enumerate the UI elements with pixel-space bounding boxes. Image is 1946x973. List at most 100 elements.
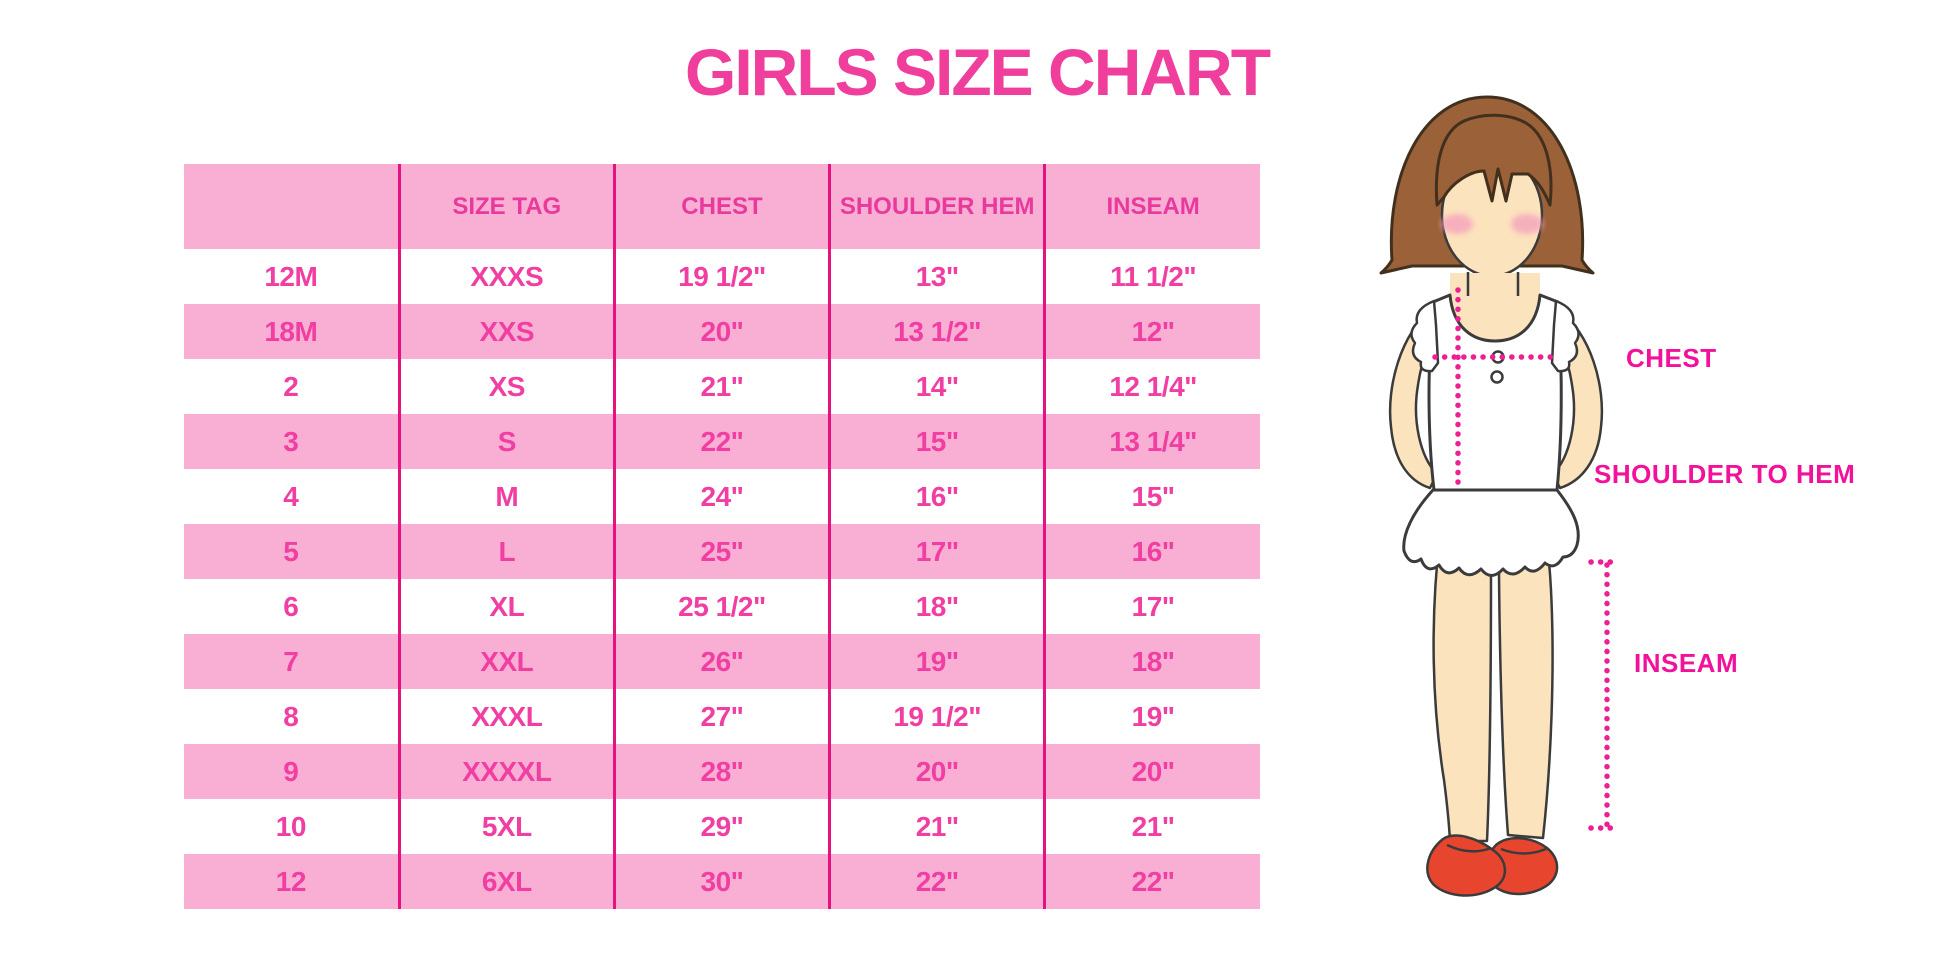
table-cell: 9 xyxy=(184,744,401,799)
table-row: 10 5XL 29" 21" 21" xyxy=(184,799,1260,854)
shoulder-to-hem-label: SHOULDER TO HEM xyxy=(1594,459,1856,489)
table-row: 9 XXXXL 28" 20" 20" xyxy=(184,744,1260,799)
table-cell: XS xyxy=(399,359,616,414)
table-cell: S xyxy=(399,414,616,469)
table-cell: 21" xyxy=(1044,799,1260,854)
table-cell: 5XL xyxy=(399,799,616,854)
table-cell: 19 1/2" xyxy=(829,689,1047,744)
table-row: 3 S 22" 15" 13 1/4" xyxy=(184,414,1260,469)
table-cell: 15" xyxy=(1044,469,1260,524)
table-cell: 19" xyxy=(1044,689,1260,744)
girl-shoulder-ruffle-right xyxy=(1550,299,1580,373)
table-cell: 17" xyxy=(829,524,1047,579)
table-cell: 3 xyxy=(184,414,401,469)
table-cell: 18" xyxy=(829,579,1047,634)
girl-blush-left xyxy=(1441,214,1473,234)
table-cell: 20" xyxy=(614,304,832,359)
table-cell: XXS xyxy=(399,304,616,359)
table-row: 2 XS 21" 14" 12 1/4" xyxy=(184,359,1260,414)
size-table-head: SIZE TAG CHEST SHOULDER HEM INSEAM xyxy=(184,164,1260,249)
column-header xyxy=(184,164,401,249)
table-cell: XXL xyxy=(399,634,616,689)
table-cell: 4 xyxy=(184,469,401,524)
table-cell: XXXL xyxy=(399,689,616,744)
girl-leg-left xyxy=(1432,533,1493,843)
column-header: CHEST xyxy=(614,164,832,249)
table-row: 4 M 24" 16" 15" xyxy=(184,469,1260,524)
table-cell: 8 xyxy=(184,689,401,744)
page-title: GIRLS SIZE CHART xyxy=(684,35,1271,109)
table-cell: 10 xyxy=(184,799,401,854)
table-cell: 18M xyxy=(184,304,401,359)
girl-shoe-left-strap xyxy=(1446,843,1492,853)
girl-neck-outline xyxy=(1466,272,1520,296)
table-cell: 21" xyxy=(614,359,832,414)
table-cell: 19 1/2" xyxy=(614,249,832,304)
girl-shirt-button-bottom xyxy=(1490,370,1504,384)
table-cell: 12 xyxy=(184,854,401,909)
girl-illustration xyxy=(1379,95,1622,897)
column-header: SIZE TAG xyxy=(399,164,616,249)
table-cell: 12" xyxy=(1044,304,1260,359)
table-row: 6 XL 25 1/2" 18" 17" xyxy=(184,579,1260,634)
table-cell: 14" xyxy=(829,359,1047,414)
table-cell: 7 xyxy=(184,634,401,689)
table-cell: 22" xyxy=(614,414,832,469)
table-row: 8 XXXL 27" 19 1/2" 19" xyxy=(184,689,1260,744)
table-cell: 19" xyxy=(829,634,1047,689)
girl-blush-right xyxy=(1511,214,1543,234)
column-header: INSEAM xyxy=(1044,164,1260,249)
table-cell: L xyxy=(399,524,616,579)
table-row: 5 L 25" 17" 16" xyxy=(184,524,1260,579)
header-row: SIZE TAG CHEST SHOULDER HEM INSEAM xyxy=(184,164,1260,249)
table-cell: 30" xyxy=(614,854,832,909)
table-row: 18M XXS 20" 13 1/2" 12" xyxy=(184,304,1260,359)
size-table: SIZE TAG CHEST SHOULDER HEM INSEAM 12M XXXS 1… xyxy=(184,164,1260,909)
table-cell: 27" xyxy=(614,689,832,744)
girl-shoe-right-strap xyxy=(1500,847,1547,855)
table-cell: 28" xyxy=(614,744,832,799)
table-cell: 17" xyxy=(1044,579,1260,634)
girl-shoulder-ruffle-left xyxy=(1410,299,1440,373)
girl-skirt xyxy=(1402,488,1580,577)
table-cell: 21" xyxy=(829,799,1047,854)
table-cell: M xyxy=(399,469,616,524)
table-cell: 6 xyxy=(184,579,401,634)
table-cell: 11 1/2" xyxy=(1044,249,1260,304)
chest-label: CHEST xyxy=(1626,343,1717,373)
table-cell: 15" xyxy=(829,414,1047,469)
table-cell: 25 1/2" xyxy=(614,579,832,634)
table-cell: 12 1/4" xyxy=(1044,359,1260,414)
measurement-figure: CHEST SHOULDER TO HEM INSEAM xyxy=(1300,75,1946,935)
table-row: 12M XXXS 19 1/2" 13" 11 1/2" xyxy=(184,249,1260,304)
girl-leg-right xyxy=(1497,533,1554,840)
table-cell: 26" xyxy=(614,634,832,689)
table-cell: 2 xyxy=(184,359,401,414)
table-cell: 20" xyxy=(1044,744,1260,799)
girl-shoe-left xyxy=(1426,834,1506,897)
table-cell: 16" xyxy=(1044,524,1260,579)
table-cell: 16" xyxy=(829,469,1047,524)
girl-bangs xyxy=(1434,113,1553,207)
table-cell: 25" xyxy=(614,524,832,579)
table-cell: 22" xyxy=(1044,854,1260,909)
table-cell: 13 1/4" xyxy=(1044,414,1260,469)
table-cell: 20" xyxy=(829,744,1047,799)
column-header: SHOULDER HEM xyxy=(829,164,1047,249)
table-cell: 24" xyxy=(614,469,832,524)
table-cell: XL xyxy=(399,579,616,634)
table-cell: 13" xyxy=(829,249,1047,304)
table-cell: 6XL xyxy=(399,854,616,909)
table-cell: XXXXL xyxy=(399,744,616,799)
table-cell: 5 xyxy=(184,524,401,579)
table-cell: 18" xyxy=(1044,634,1260,689)
table-cell: 22" xyxy=(829,854,1047,909)
size-table-body: 12M XXXS 19 1/2" 13" 11 1/2" 18M XXS 20" 13 1/2"… xyxy=(184,249,1260,909)
table-row: 7 XXL 26" 19" 18" xyxy=(184,634,1260,689)
table-row: 12 6XL 30" 22" 22" xyxy=(184,854,1260,909)
inseam-label: INSEAM xyxy=(1634,648,1739,678)
table-cell: 12M xyxy=(184,249,401,304)
table-cell: 29" xyxy=(614,799,832,854)
table-cell: XXXS xyxy=(399,249,616,304)
